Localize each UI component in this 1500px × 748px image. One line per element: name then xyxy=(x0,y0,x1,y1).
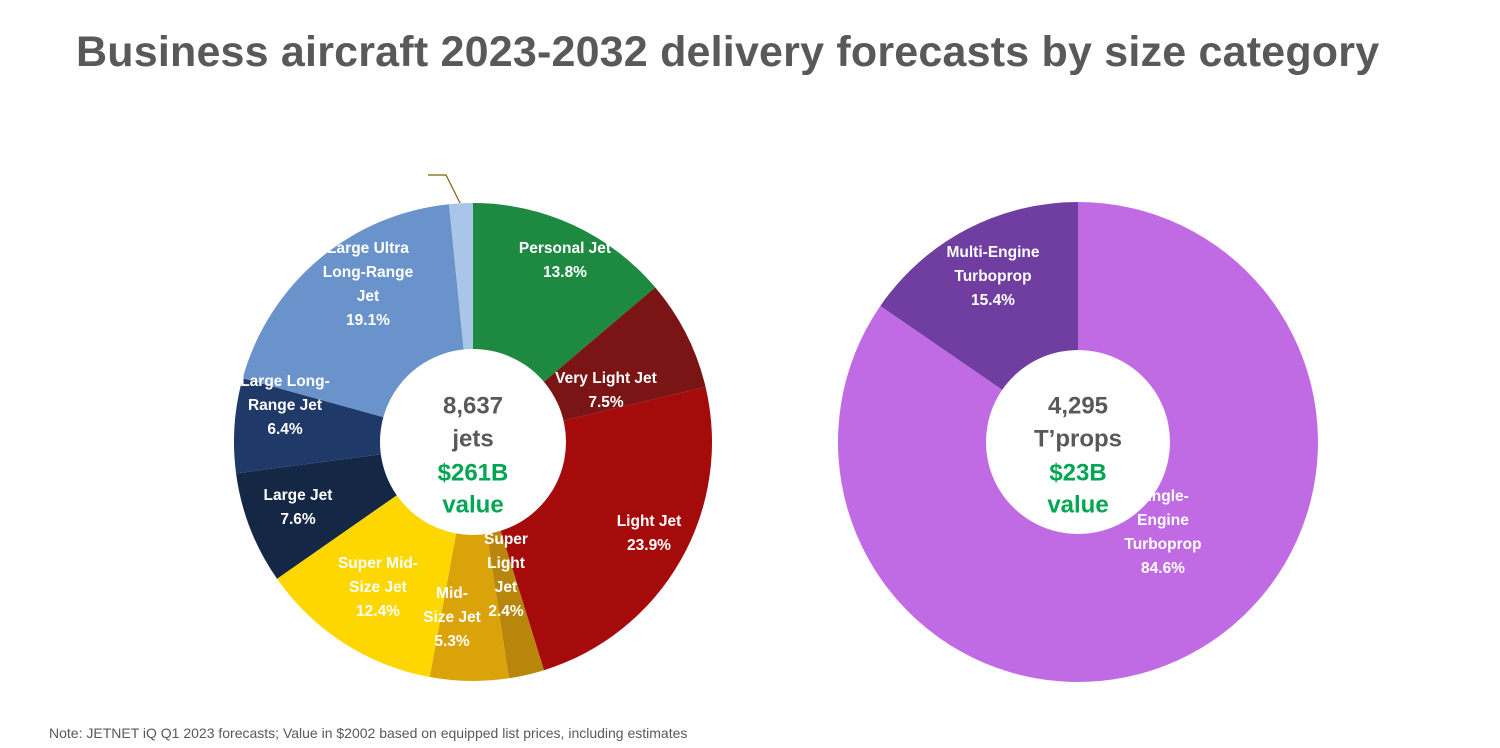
slice-label-multi-engine-turboprop: Multi-Engine Turboprop 15.4% xyxy=(947,244,1040,309)
jets-pie-chart: Personal Jet 13.8% Very Light Jet 7.5% Light… xyxy=(234,99,712,681)
pie-slice-mid-size-jet xyxy=(429,442,509,681)
center-value-label: value xyxy=(1047,491,1108,518)
slice-label-large-long-range-jet: Large Long-Range Jet 6.4% xyxy=(240,373,330,438)
slice-label-large-jet: Large Jet 7.6% xyxy=(264,487,333,528)
slice-label-very-light-jet: Very Light Jet 7.5% xyxy=(555,370,657,411)
center-unit: jets xyxy=(451,425,493,452)
center-unit: T’props xyxy=(1034,425,1122,452)
slice-label-single-engine-turboprop: Single-Engine Turboprop 84.6% xyxy=(1124,488,1201,577)
slice-label-airline-business-jet: Airline Business Jet 1.6% xyxy=(372,99,468,164)
slice-label-super-light-jet: Super Light Jet 2.4% xyxy=(484,531,528,620)
center-count: 8,637 xyxy=(443,392,503,419)
slice-label-mid-size-jet: Mid-Size Jet 5.3% xyxy=(423,585,481,650)
leader-line xyxy=(428,174,461,204)
slice-label-personal-jet: Personal Jet 13.8% xyxy=(519,240,611,281)
slice-label-large-ultra-long-range-jet: Large Ultra Long-Range Jet 19.1% xyxy=(323,240,414,329)
pie-center-hole xyxy=(380,349,566,535)
center-count: 4,295 xyxy=(1048,392,1108,419)
pie-center-hole xyxy=(986,350,1170,534)
page-title: Business aircraft 2023-2032 delivery for… xyxy=(76,28,1380,76)
turboprops-pie-chart: Single-Engine Turboprop 84.6% Multi-Engine T… xyxy=(838,202,1319,682)
slice-label-light-jet: Light Jet 23.9% xyxy=(617,513,682,554)
center-value-label: value xyxy=(442,491,503,518)
center-value: $23B xyxy=(1049,459,1106,486)
slice-label-super-mid-size-jet: Super Mid-Size Jet 12.4% xyxy=(338,555,418,620)
footnote: Note: JETNET iQ Q1 2023 forecasts; Value… xyxy=(49,725,688,741)
center-value: $261B xyxy=(438,459,509,486)
